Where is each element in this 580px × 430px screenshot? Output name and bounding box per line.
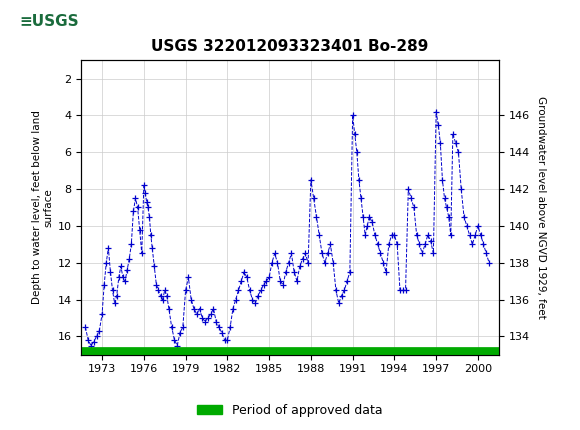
FancyBboxPatch shape bbox=[5, 4, 92, 41]
Text: ≡USGS: ≡USGS bbox=[20, 14, 79, 29]
Legend: Period of approved data: Period of approved data bbox=[192, 399, 388, 421]
Y-axis label: Groundwater level above NGVD 1929, feet: Groundwater level above NGVD 1929, feet bbox=[536, 96, 546, 319]
Text: USGS 322012093323401 Bo-289: USGS 322012093323401 Bo-289 bbox=[151, 39, 429, 54]
Y-axis label: Depth to water level, feet below land
surface: Depth to water level, feet below land su… bbox=[31, 111, 53, 304]
